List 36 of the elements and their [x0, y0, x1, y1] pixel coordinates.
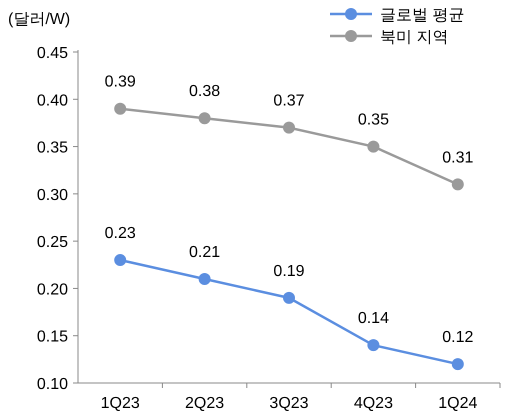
- data-label: 0.23: [104, 225, 136, 242]
- x-tick-label: 2Q23: [185, 395, 224, 412]
- x-tick-label: 1Q24: [438, 395, 478, 412]
- legend-label: 글로벌 평균: [380, 7, 464, 24]
- x-tick-label: 4Q23: [354, 395, 394, 412]
- data-label: 0.19: [273, 262, 305, 280]
- y-tick-label: 0.25: [36, 234, 68, 252]
- data-label: 0.38: [189, 83, 220, 100]
- y-tick-label: 0.20: [36, 281, 68, 298]
- y-tick-label: 0.30: [36, 186, 68, 204]
- point: [367, 339, 380, 352]
- point: [452, 358, 464, 370]
- y-tick-label: 0.10: [36, 376, 68, 393]
- y-tick-label: 0.35: [36, 140, 68, 157]
- point: [198, 272, 211, 285]
- data-label: 0.31: [442, 149, 474, 166]
- data-label: 0.39: [104, 74, 136, 91]
- point: [114, 102, 126, 115]
- y-tick-label: 0.15: [36, 328, 68, 346]
- point: [198, 112, 211, 124]
- point: [283, 292, 295, 304]
- data-label: 0.35: [358, 112, 390, 129]
- data-label: 0.37: [273, 92, 305, 110]
- y-tick-label: 0.45: [36, 45, 68, 62]
- x-tick-label: 1Q23: [100, 395, 140, 412]
- point: [114, 254, 126, 266]
- point: [452, 178, 464, 190]
- data-label: 0.12: [442, 329, 474, 346]
- point: [283, 122, 295, 134]
- x-tick-label: 3Q23: [269, 395, 309, 412]
- data-label: 0.14: [358, 310, 390, 328]
- y-axis-title: (달러/W): [8, 11, 70, 28]
- legend-label: 북미 지역: [380, 29, 448, 46]
- point: [367, 140, 380, 153]
- y-tick-label: 0.40: [36, 92, 68, 110]
- data-label: 0.21: [189, 244, 220, 261]
